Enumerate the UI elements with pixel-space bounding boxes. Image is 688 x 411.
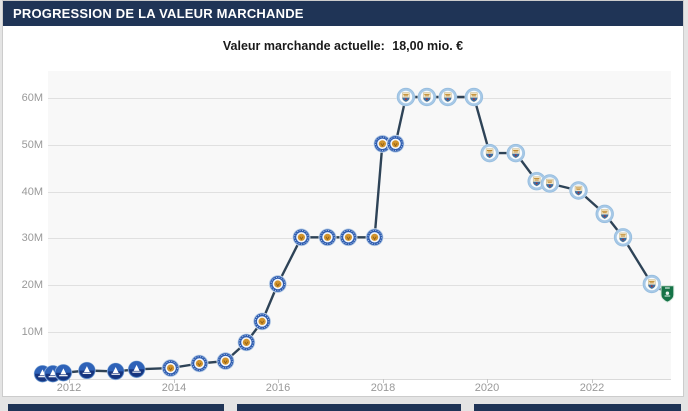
next-section-header-bar (237, 404, 461, 411)
panel-header-bar: PROGRESSION DE LA VALEUR MARCHANDE (3, 1, 683, 26)
chart-point-badge-mancity-icon[interactable] (464, 87, 484, 107)
chart-point-badge-mancity-icon[interactable] (539, 173, 560, 194)
chart-point-badge-lehavre-icon[interactable] (54, 363, 73, 383)
gridline (48, 98, 671, 99)
y-axis-label: 50M (21, 139, 43, 151)
chart-point-badge-mancity-icon[interactable] (505, 143, 526, 163)
y-axis-label: 40M (21, 186, 43, 198)
chart-point-badge-lehavre-icon[interactable] (106, 362, 125, 381)
chart-point-badge-mancity-icon[interactable] (568, 180, 589, 201)
chart-point-badge-mancity-icon[interactable] (396, 87, 416, 107)
x-axis-tick (487, 379, 488, 383)
chart-point-badge-mancity-icon[interactable] (437, 87, 458, 107)
chart-point-badge-mancity-icon[interactable] (641, 274, 662, 294)
chart-point-badge-leicester-icon[interactable] (236, 332, 256, 352)
chart-point-badge-leicester-icon[interactable] (318, 227, 337, 247)
x-axis-label: 2016 (265, 382, 291, 394)
x-axis-tick (592, 379, 593, 383)
chart-point-badge-leicester-icon[interactable] (338, 227, 358, 247)
x-axis-label: 2012 (56, 382, 82, 394)
x-axis-tick (383, 379, 384, 383)
x-axis-tick (174, 379, 175, 383)
chart-point-badge-mancity-icon[interactable] (613, 227, 633, 248)
chart-point-badge-mancity-icon[interactable] (417, 87, 437, 107)
x-axis-tick (69, 379, 70, 383)
chart-point-badge-mancity-icon[interactable] (479, 143, 500, 163)
y-axis-label: 30M (21, 232, 43, 244)
current-market-value-label: Valeur marchande actuelle: (222, 39, 385, 53)
y-axis-label: 60M (21, 92, 43, 104)
gridline (48, 238, 671, 239)
y-axis-label: 20M (21, 279, 43, 291)
gridline (48, 285, 671, 286)
gridline (48, 332, 671, 333)
current-market-value: Valeur marchande actuelle: 18,00 mio. € (3, 39, 683, 53)
current-market-value-amount: 18,00 mio. € (392, 39, 464, 53)
chart-point-badge-leicester-icon[interactable] (268, 274, 288, 294)
chart-point-badge-leicester-icon[interactable] (189, 354, 209, 373)
chart-point-badge-leicester-icon[interactable] (216, 351, 235, 371)
x-axis-label: 2014 (161, 382, 187, 394)
x-axis-tick (278, 379, 279, 383)
next-section-header-bar (474, 404, 681, 411)
chart-point-badge-lehavre-icon[interactable] (77, 361, 97, 380)
chart-point-badge-leicester-icon[interactable] (291, 227, 311, 247)
chart-point-badge-leicester-icon[interactable] (365, 227, 385, 247)
gridline (48, 145, 671, 146)
x-axis-baseline (48, 379, 671, 380)
next-section-header-bar (8, 404, 224, 411)
panel-title: PROGRESSION DE LA VALEUR MARCHANDE (13, 6, 304, 21)
y-axis-label: 10M (21, 326, 43, 338)
x-axis-label: 2020 (474, 382, 500, 394)
chart-point-badge-leicester-icon[interactable] (252, 311, 272, 331)
chart-point-badge-alahli-icon[interactable] (660, 285, 675, 303)
chart-point-badge-mancity-icon[interactable] (594, 204, 615, 224)
chart-point-badge-leicester-icon[interactable] (386, 134, 405, 154)
x-axis-label: 2022 (579, 382, 605, 394)
chart-point-badge-lehavre-icon[interactable] (127, 360, 146, 379)
chart-point-badge-leicester-icon[interactable] (161, 358, 181, 378)
x-axis-label: 2018 (370, 382, 396, 394)
